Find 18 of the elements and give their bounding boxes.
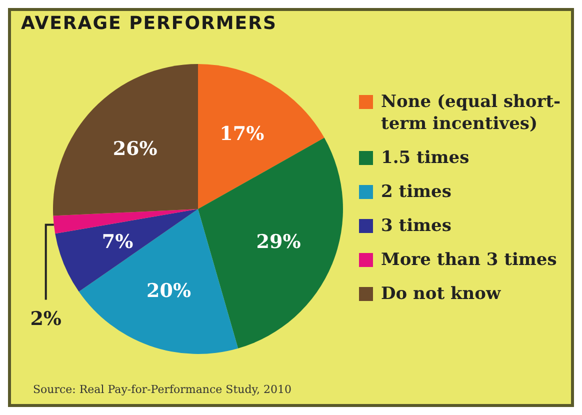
legend-label: 2 times: [381, 181, 452, 203]
data-label: 2%: [30, 308, 62, 330]
data-label: 29%: [256, 230, 301, 253]
data-label: 26%: [112, 138, 158, 160]
legend-label: None (equal short-term incentives): [381, 91, 562, 135]
pie-slice: [78, 209, 238, 354]
legend-label: Do not know: [381, 283, 501, 305]
data-label: 17%: [220, 122, 264, 145]
legend-label: 3 times: [381, 215, 452, 237]
source-note: Source: Real Pay-for-Performance Study, 2010: [33, 383, 292, 396]
chart-title: AVERAGE PERFORMERS: [21, 13, 277, 34]
pie-slice: [53, 64, 198, 216]
pie-slice: [198, 64, 324, 209]
legend-label: 1.5 times: [381, 147, 470, 169]
pie-slice: [53, 209, 198, 234]
legend-label: More than 3 times: [381, 249, 557, 271]
data-label: 20%: [146, 280, 192, 302]
data-label: 7%: [102, 230, 134, 253]
